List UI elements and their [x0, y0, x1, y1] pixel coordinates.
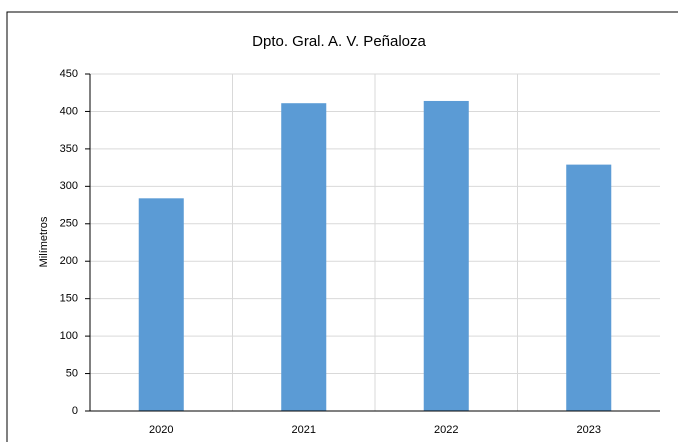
- y-tick-label: 150: [60, 293, 78, 305]
- bar: [423, 100, 469, 412]
- chart-title: Dpto. Gral. A. V. Peñaloza: [252, 33, 426, 50]
- bar: [566, 164, 612, 411]
- y-tick-label: 200: [60, 255, 78, 267]
- y-tick-label: 450: [60, 68, 78, 80]
- bar: [281, 103, 327, 411]
- x-tick-label: 2020: [149, 424, 173, 436]
- y-tick-label: 250: [60, 218, 78, 230]
- x-tick-label: 2021: [292, 424, 316, 436]
- y-tick-label: 0: [72, 405, 78, 417]
- y-axis-label: Milímetros: [38, 216, 50, 267]
- y-tick-label: 50: [66, 367, 78, 379]
- x-tick-label: 2022: [434, 424, 458, 436]
- y-tick-label: 300: [60, 180, 78, 192]
- y-tick-label: 100: [60, 330, 78, 342]
- y-tick-label: 400: [60, 105, 78, 117]
- chart-frame: [6, 11, 678, 442]
- bar: [138, 198, 184, 411]
- x-tick-label: 2023: [577, 424, 601, 436]
- y-tick-label: 350: [60, 143, 78, 155]
